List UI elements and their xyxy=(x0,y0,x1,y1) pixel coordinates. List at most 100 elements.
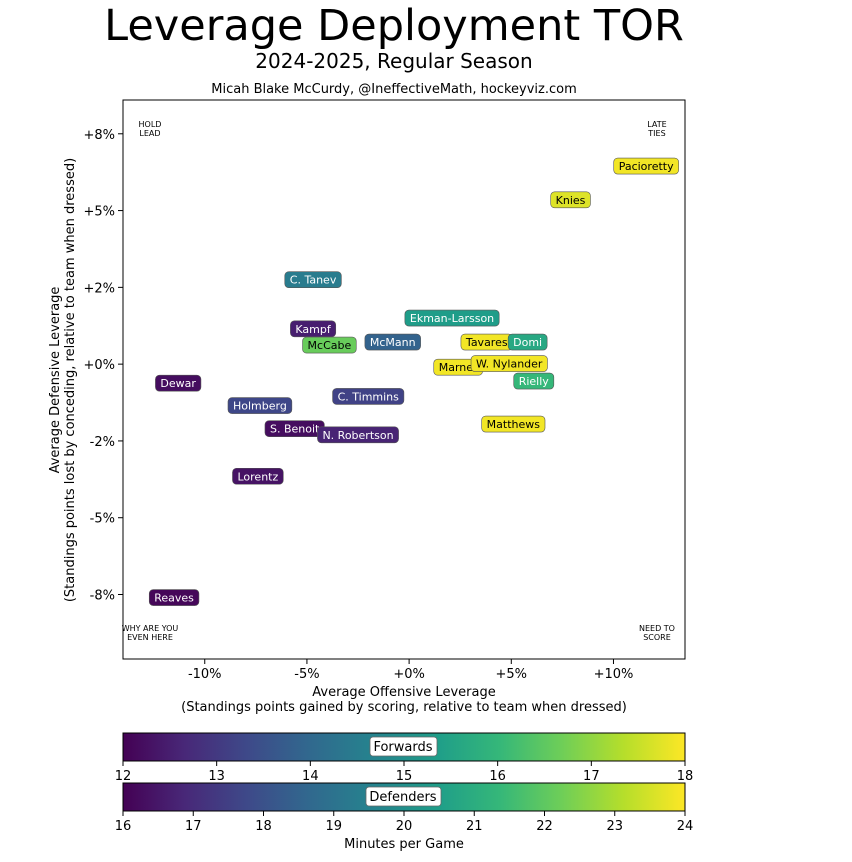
player-name: Dewar xyxy=(160,377,196,390)
y-tick-label: -5% xyxy=(90,512,115,527)
x-tick-label: +0% xyxy=(393,667,425,682)
defenders-colorbar-label: Defenders xyxy=(369,790,436,805)
player-label-box xyxy=(507,333,548,351)
defenders-colorbar-badge xyxy=(365,786,442,807)
player-name: Reaves xyxy=(154,592,194,605)
player-label: McMann xyxy=(364,333,421,351)
player-label-box xyxy=(481,415,546,433)
colorbar-axis-label: Minutes per Game xyxy=(344,837,464,852)
colorbar-tick-label: 24 xyxy=(677,819,694,834)
colorbar-tick-label: 16 xyxy=(489,769,506,784)
player-label-box xyxy=(332,388,405,405)
colorbar-tick-label: 18 xyxy=(677,769,694,784)
player-label: Tavares xyxy=(460,333,513,351)
player-label-box xyxy=(317,426,399,444)
player-label-box xyxy=(232,467,284,485)
corner-bottom-right-line1: NEED TO xyxy=(639,624,675,633)
colorbar-tick-label: 18 xyxy=(255,819,272,834)
player-name: Rielly xyxy=(519,375,550,388)
player-label-box xyxy=(284,271,342,288)
colorbar-tick-label: 15 xyxy=(396,769,413,784)
player-name: Matthews xyxy=(487,418,541,431)
player-label: C. Tanev xyxy=(284,271,342,288)
plot-area xyxy=(122,99,686,660)
chart-credit: Micah Blake McCurdy, @IneffectiveMath, h… xyxy=(211,82,577,97)
corner-top-left-line1: HOLD xyxy=(139,120,162,129)
player-label-box xyxy=(613,157,679,175)
player-name: Ekman-Larsson xyxy=(410,312,494,325)
corner-top-right-line2: TIES xyxy=(647,129,665,138)
player-name: McCabe xyxy=(308,339,352,352)
player-label-box xyxy=(302,336,357,354)
player-label-box xyxy=(227,397,293,414)
player-name: Lorentz xyxy=(237,470,278,483)
forwards-colorbar-badge xyxy=(369,736,438,757)
player-name: McMann xyxy=(370,336,416,349)
player-name: N. Robertson xyxy=(322,429,393,442)
colorbar-tick-label: 13 xyxy=(208,769,225,784)
player-name: C. Timmins xyxy=(338,390,400,403)
y-tick-label: -2% xyxy=(90,435,115,450)
x-axis-label: Average Offensive Leverage xyxy=(312,685,495,700)
player-label: Kampf xyxy=(290,320,337,338)
colorbar-tick-label: 17 xyxy=(185,819,202,834)
x-axis-ticks: -10% -5% +0% +5% +10% xyxy=(188,659,633,682)
player-label-box xyxy=(155,374,202,392)
player-name: Marner xyxy=(439,361,478,374)
player-label: Ekman-Larsson xyxy=(404,309,500,327)
colorbar-tick-label: 14 xyxy=(302,769,319,784)
player-label: W. Nylander xyxy=(470,355,548,372)
player-label-box xyxy=(404,309,500,327)
colorbar-tick-label: 22 xyxy=(536,819,553,834)
player-label: Reaves xyxy=(148,589,200,606)
colorbar-tick-label: 12 xyxy=(115,769,132,784)
corner-labels: HOLD LEAD LATE TIES WHY ARE YOU EVEN HER… xyxy=(122,120,675,642)
forwards-colorbar: Forwards 12 13 14 15 16 17 18 xyxy=(115,732,694,784)
y-axis-sublabel: (Standings points lost by conceding, rel… xyxy=(63,158,78,602)
corner-top-right-line1: LATE xyxy=(647,120,666,129)
player-label-box xyxy=(364,333,421,351)
player-label: N. Robertson xyxy=(317,426,399,444)
player-label-box xyxy=(550,191,591,209)
player-name: S. Benoit xyxy=(270,423,320,436)
defenders-colorbar: Defenders 16 17 18 19 20 21 22 23 24 xyxy=(115,782,694,834)
player-label: Dewar xyxy=(155,374,202,392)
player-name: Tavares xyxy=(465,336,508,349)
corner-top-left-line2: LEAD xyxy=(139,129,160,138)
player-label-box xyxy=(470,355,548,372)
y-tick-label: +8% xyxy=(83,128,115,143)
colorbar-tick-label: 19 xyxy=(325,819,342,834)
player-label: Rielly xyxy=(513,372,555,390)
corner-bottom-right-line2: SCORE xyxy=(643,633,671,642)
y-tick-label: +2% xyxy=(83,281,115,296)
forwards-colorbar-ticks: 12 13 14 15 16 17 18 xyxy=(115,761,694,784)
player-label: C. Timmins xyxy=(332,388,405,405)
player-label-box xyxy=(148,589,200,606)
colorbar-tick-label: 20 xyxy=(396,819,413,834)
colorbar-tick-label: 17 xyxy=(583,769,600,784)
chart-title: Leverage Deployment TOR xyxy=(104,1,684,51)
corner-bottom-left-line1: WHY ARE YOU xyxy=(122,624,179,633)
player-label: Marner xyxy=(433,358,483,376)
defenders-colorbar-ticks: 16 17 18 19 20 21 22 23 24 xyxy=(115,811,694,834)
player-label: Domi xyxy=(507,333,548,351)
colorbar-tick-label: 16 xyxy=(115,819,132,834)
player-name: Domi xyxy=(513,336,542,349)
x-tick-label: -5% xyxy=(294,667,319,682)
player-name: W. Nylander xyxy=(476,358,543,371)
x-tick-label: +10% xyxy=(594,667,634,682)
player-name: Holmberg xyxy=(233,400,287,413)
chart-subtitle: 2024-2025, Regular Season xyxy=(255,49,532,73)
player-name: C. Tanev xyxy=(290,274,337,287)
colorbar-tick-label: 23 xyxy=(606,819,623,834)
player-label-box xyxy=(513,372,555,390)
y-axis-label: Average Defensive Leverage xyxy=(48,287,63,474)
x-axis-sublabel: (Standings points gained by scoring, rel… xyxy=(181,700,627,715)
colorbar-tick-label: 21 xyxy=(466,819,483,834)
player-label: Lorentz xyxy=(232,467,284,485)
player-label: Knies xyxy=(550,191,591,209)
player-label: Pacioretty xyxy=(613,157,679,175)
x-tick-label: +5% xyxy=(496,667,528,682)
player-label: Matthews xyxy=(481,415,546,433)
